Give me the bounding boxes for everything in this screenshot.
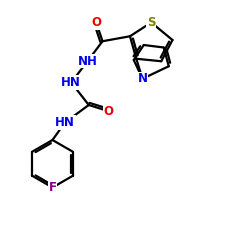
Text: HN: HN <box>55 116 75 129</box>
Text: N: N <box>138 72 147 85</box>
Text: HN: HN <box>61 76 81 89</box>
Text: F: F <box>48 181 56 194</box>
Text: O: O <box>91 16 101 29</box>
Text: O: O <box>104 105 114 118</box>
Text: S: S <box>147 16 156 29</box>
Text: NH: NH <box>78 55 98 68</box>
